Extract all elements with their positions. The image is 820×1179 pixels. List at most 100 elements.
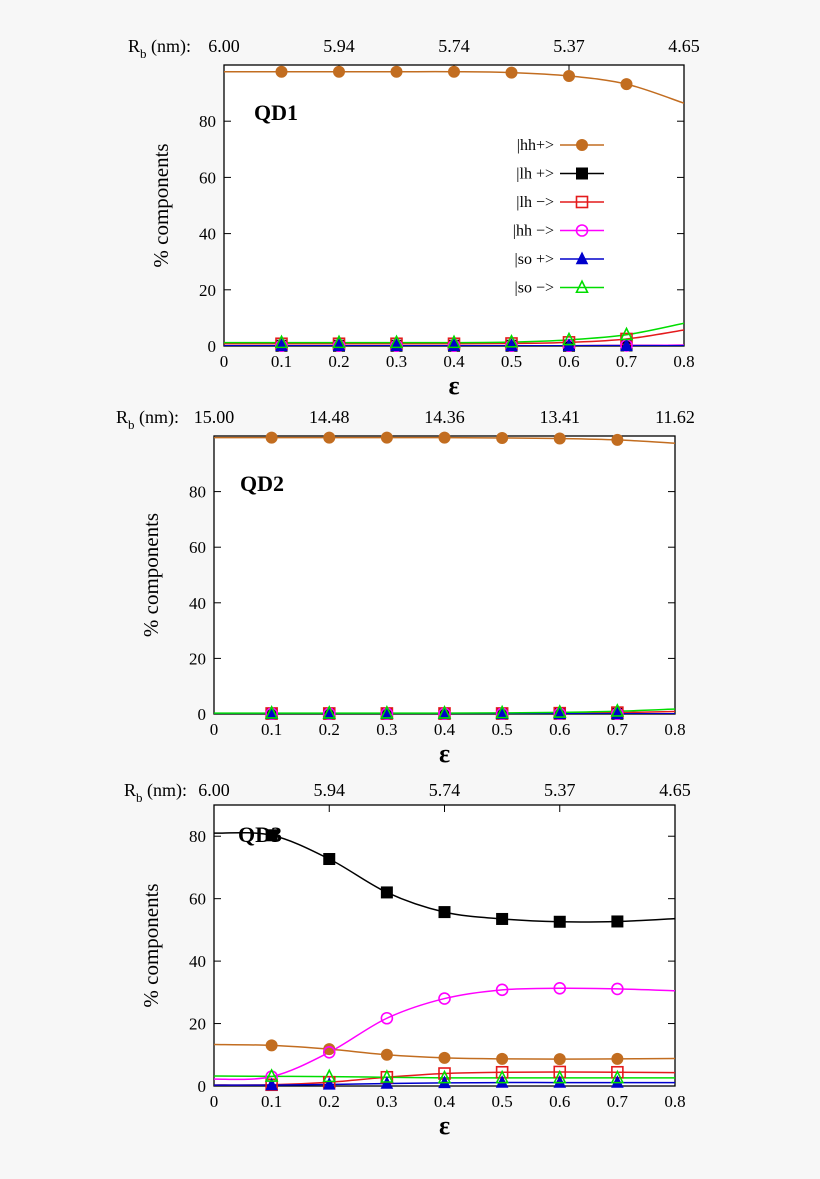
legend-marker <box>576 167 588 180</box>
data-point-6 <box>264 705 279 719</box>
y-tick-label: 80 <box>189 483 206 502</box>
data-point-2 <box>496 912 509 925</box>
top-axis-label: Rb (nm): <box>116 407 179 432</box>
y-tick-label: 20 <box>189 649 206 668</box>
x-tick-label: 0.1 <box>271 352 292 371</box>
y-tick-label: 60 <box>199 168 216 187</box>
x-tick-label: 0.8 <box>673 352 694 371</box>
data-point-1 <box>438 1051 451 1064</box>
data-point-6 <box>495 704 509 719</box>
data-point-6 <box>562 331 576 346</box>
x-tick-label: 0.4 <box>434 1092 456 1111</box>
x-tick-label: 0.1 <box>261 1092 282 1111</box>
data-point-1 <box>380 431 393 444</box>
data-point-2 <box>380 886 393 899</box>
y-tick-label: 0 <box>208 337 217 356</box>
x-tick-label: 0.2 <box>328 352 349 371</box>
series-line-4 <box>214 987 675 1081</box>
top-axis-label: Rb (nm): <box>128 36 191 61</box>
data-point-6 <box>380 1069 394 1083</box>
panel-2: 0 0.1 0.2 0.3 0.4 0.5 0.6 0.7 0.8 0 20 40 60 80 15.00 1… <box>116 407 695 768</box>
data-point-1 <box>563 69 575 82</box>
y-tick-label: 20 <box>189 1015 206 1034</box>
data-point-2 <box>553 915 566 928</box>
data-point-6 <box>322 705 337 719</box>
top-tick-label: 11.62 <box>655 407 695 427</box>
y-tick-label: 60 <box>189 538 206 557</box>
legend-label: |lh −> <box>516 194 554 211</box>
plot-area <box>213 804 676 1087</box>
data-point-1 <box>390 65 403 78</box>
data-point-1 <box>275 65 288 78</box>
data-point-1 <box>265 1039 278 1052</box>
data-point-1 <box>323 431 336 444</box>
y-tick-label: 60 <box>189 890 206 909</box>
data-point-5 <box>495 1075 509 1088</box>
x-tick-label: 0.1 <box>261 720 282 739</box>
x-tick-label: 0.8 <box>664 1092 685 1111</box>
data-point-1 <box>496 1052 509 1065</box>
legend-marker <box>575 195 589 209</box>
plot-area <box>223 64 685 347</box>
top-tick-label: 4.65 <box>659 780 691 800</box>
data-point-5 <box>611 1075 624 1088</box>
top-tick-label: 13.41 <box>540 407 581 427</box>
top-tick-label: 5.37 <box>544 780 576 800</box>
data-point-1 <box>265 431 278 444</box>
data-point-2 <box>265 829 278 842</box>
data-point-1 <box>505 66 518 79</box>
data-point-1 <box>553 1053 566 1066</box>
data-point-1 <box>611 1052 624 1065</box>
x-tick-label: 0.5 <box>501 352 522 371</box>
x-tick-label: 0.4 <box>443 352 465 371</box>
panel-1: 0 0.1 0.2 0.3 0.4 0.5 0.6 0.7 0.8 0 20 40 60 80 6.00 5.… <box>128 36 700 400</box>
data-point-5 <box>553 1075 567 1088</box>
data-point-4 <box>322 1045 336 1059</box>
x-tick-label: 0 <box>210 1092 219 1111</box>
data-point-1 <box>553 432 566 445</box>
data-point-5 <box>265 1077 278 1091</box>
data-point-6 <box>389 334 404 349</box>
data-point-1 <box>448 65 460 78</box>
top-tick-label: 4.65 <box>668 36 700 56</box>
legend-marker <box>575 251 589 265</box>
legend-marker <box>575 224 589 237</box>
data-point-1 <box>611 433 624 446</box>
plot-area <box>213 435 676 715</box>
data-point-1 <box>496 431 509 444</box>
x-tick-label: 0.7 <box>607 1092 629 1111</box>
legend-label: |so +> <box>515 251 554 268</box>
x-tick-label: 0.7 <box>616 352 638 371</box>
y-axis-label: % components <box>149 143 173 267</box>
x-tick-label: 0.2 <box>319 720 340 739</box>
top-tick-label: 14.36 <box>424 407 465 427</box>
legend-marker <box>575 279 589 294</box>
data-point-4 <box>380 1011 394 1025</box>
x-tick-label: 0.5 <box>492 1092 513 1111</box>
top-axis-label: Rb (nm): <box>124 780 187 805</box>
data-point-1 <box>438 431 451 444</box>
top-tick-label: 6.00 <box>198 780 230 800</box>
x-tick-label: 0.5 <box>492 720 513 739</box>
data-point-6 <box>264 1068 279 1082</box>
y-axis-label: % components <box>139 883 163 1007</box>
legend-label: |lh +> <box>516 166 554 183</box>
data-point-5 <box>505 338 518 351</box>
y-tick-label: 80 <box>189 827 206 846</box>
data-point-6 <box>610 1069 625 1084</box>
y-tick-label: 40 <box>189 594 206 613</box>
data-point-2 <box>323 853 336 866</box>
y-tick-label: 0 <box>198 1077 207 1096</box>
x-axis-label: ε <box>448 371 459 400</box>
data-point-1 <box>380 1048 393 1061</box>
y-tick-label: 40 <box>189 952 206 971</box>
x-tick-label: 0.3 <box>376 720 397 739</box>
legend-label: |hh+> <box>517 137 554 154</box>
data-point-6 <box>552 1069 567 1084</box>
x-tick-label: 0.6 <box>549 1092 570 1111</box>
data-point-5 <box>322 1076 336 1090</box>
top-tick-label: 5.94 <box>323 36 355 56</box>
legend-marker <box>576 139 588 151</box>
top-tick-label: 5.37 <box>553 36 585 56</box>
